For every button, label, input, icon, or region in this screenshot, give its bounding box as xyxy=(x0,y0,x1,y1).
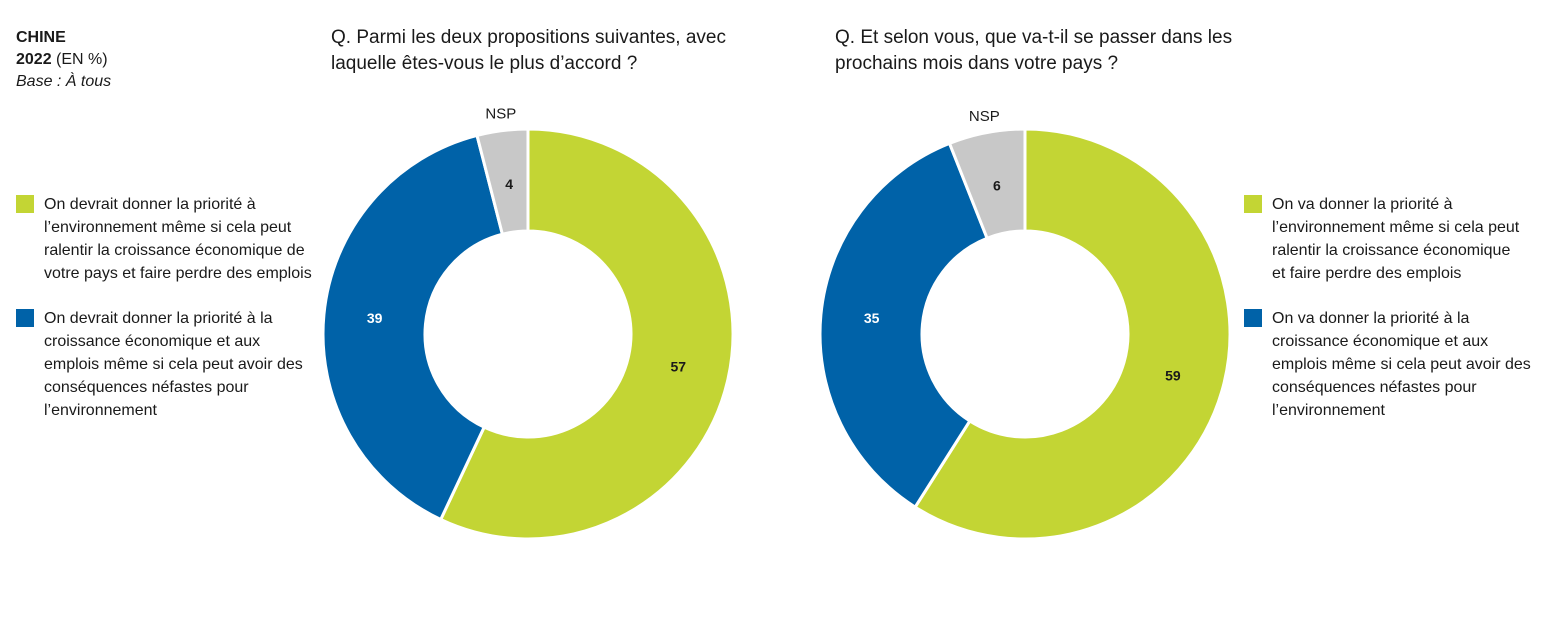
chart-1-slice-1 xyxy=(438,127,735,541)
chart-1-value-label-3: 4 xyxy=(505,176,513,192)
unit-label: (EN %) xyxy=(56,51,108,68)
chart-header: CHINE 2022 (EN %) Base : À tous xyxy=(16,27,111,93)
year-label: 2022 xyxy=(16,51,52,68)
legend-label: On va donner la priorité à l’environneme… xyxy=(1272,196,1520,282)
chart-1-slice-2 xyxy=(321,133,505,522)
legend-label: On devrait donner la priorité à l’enviro… xyxy=(44,196,312,282)
chart-1-value-label-2: 39 xyxy=(367,310,383,326)
chart-2-slice-1 xyxy=(913,127,1232,541)
legend-item-environment: On va donner la priorité à l’environneme… xyxy=(1244,193,1524,285)
legend-swatch-blue xyxy=(16,309,34,327)
chart-2-slice-2 xyxy=(818,141,990,510)
question-2-title: Q. Et selon vous, que va-t-il se passer … xyxy=(835,27,1233,74)
legend-chart-1: On devrait donner la priorité à l’enviro… xyxy=(16,193,334,422)
chart-1-nsp-label: NSP xyxy=(485,106,516,123)
legend-item-environment: On devrait donner la priorité à l’enviro… xyxy=(16,193,334,285)
base-label: Base : À tous xyxy=(16,73,112,90)
chart-2-value-label-2: 35 xyxy=(864,310,880,326)
legend-item-growth: On devrait donner la priorité à la crois… xyxy=(16,307,314,422)
year-unit: 2022 (EN %) xyxy=(16,49,111,71)
chart-1-slice-3 xyxy=(475,127,530,237)
legend-label: On devrait donner la priorité à la crois… xyxy=(44,310,303,419)
chart-2-value-label-3: 6 xyxy=(993,177,1001,193)
legend-swatch-green xyxy=(16,195,34,213)
country-title: CHINE xyxy=(16,29,66,46)
chart-2-value-label-1: 59 xyxy=(1165,368,1181,384)
legend-chart-2: On va donner la priorité à l’environneme… xyxy=(1244,193,1531,422)
chart-1-value-label-1: 57 xyxy=(671,358,687,374)
legend-swatch-blue xyxy=(1244,309,1262,327)
legend-label: On va donner la priorité à la croissance… xyxy=(1272,310,1531,419)
chart-2-nsp-label: NSP xyxy=(969,108,1000,125)
legend-swatch-green xyxy=(1244,195,1262,213)
chart-2-slice-3 xyxy=(947,127,1027,241)
legend-item-growth: On va donner la priorité à la croissance… xyxy=(1244,307,1540,422)
question-1-title: Q. Parmi les deux propositions suivantes… xyxy=(331,27,726,74)
